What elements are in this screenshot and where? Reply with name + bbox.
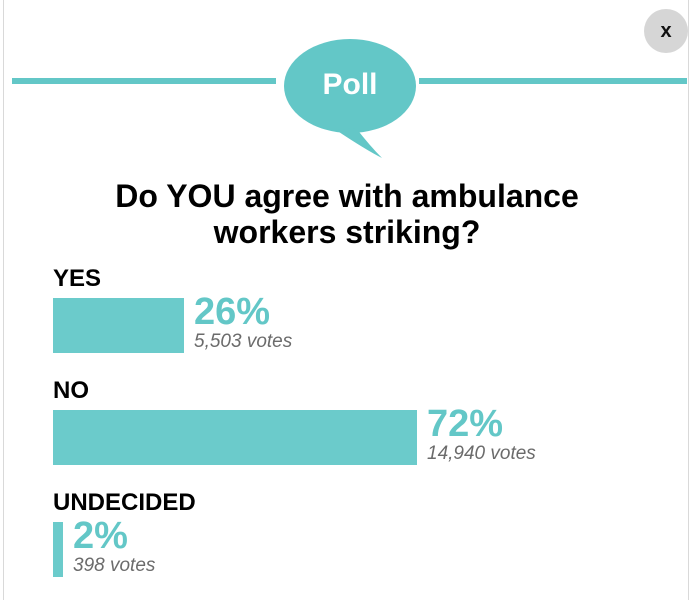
result-percent: 2% [73, 515, 128, 557]
header-divider-left [12, 78, 276, 84]
result-votes: 398 votes [73, 555, 156, 576]
poll-option-undecided: UNDECIDED 2% 398 votes [53, 488, 673, 577]
option-label: YES [53, 265, 102, 292]
option-label: UNDECIDED [53, 489, 196, 516]
option-row-no[interactable]: 72% 14,940 votes [53, 404, 673, 465]
result-text-undecided: 2% 398 votes [73, 516, 155, 576]
poll-question: Do YOU agree with ambulance workers stri… [115, 178, 579, 250]
poll-option-no: NO 72% 14,940 votes [53, 376, 673, 465]
speech-bubble-icon [284, 39, 416, 158]
result-bar-yes [53, 298, 184, 353]
header-divider-right [419, 78, 687, 84]
result-bar-no [53, 410, 417, 465]
result-percent: 72% [427, 403, 504, 445]
option-label: NO [53, 377, 89, 404]
poll-badge-label: Poll [322, 68, 378, 101]
result-text-yes: 26% 5,503 votes [194, 292, 292, 352]
option-row-undecided[interactable]: 2% 398 votes [53, 516, 673, 577]
close-button[interactable]: x [644, 9, 688, 53]
poll-widget: x Poll Do YOU agree with ambulance worke… [3, 0, 689, 600]
result-votes: 5,503 votes [194, 331, 293, 352]
poll-option-yes: YES 26% 5,503 votes [53, 264, 673, 353]
close-icon: x [660, 19, 672, 42]
result-bar-undecided [53, 522, 63, 577]
option-row-yes[interactable]: 26% 5,503 votes [53, 292, 673, 353]
result-percent: 26% [194, 291, 271, 333]
result-votes: 14,940 votes [427, 443, 536, 464]
result-text-no: 72% 14,940 votes [427, 404, 536, 464]
